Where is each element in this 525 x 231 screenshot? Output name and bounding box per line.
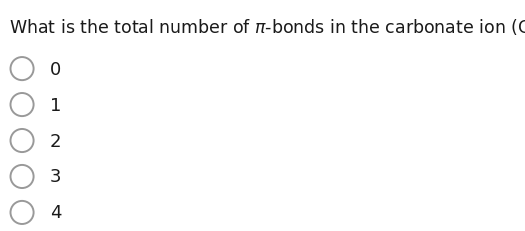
Text: 0: 0 (50, 60, 61, 78)
Text: 1: 1 (50, 96, 61, 114)
Text: What is the total number of $\pi$-bonds in the carbonate ion (CO$_3^{2-}$)?: What is the total number of $\pi$-bonds … (9, 16, 525, 41)
Text: 4: 4 (50, 204, 61, 222)
Text: 2: 2 (50, 132, 61, 150)
Text: 3: 3 (50, 168, 61, 186)
